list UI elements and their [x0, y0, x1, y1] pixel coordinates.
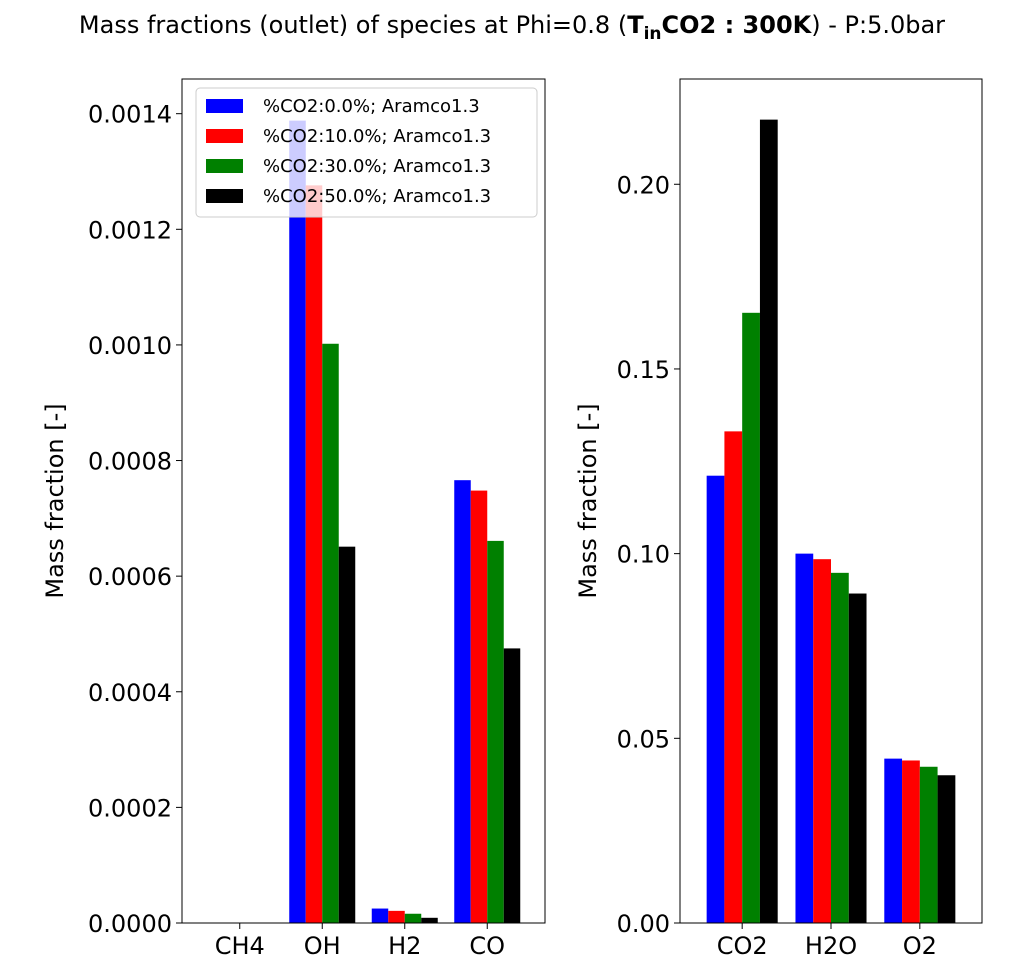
bar-co-series-3: [503, 648, 521, 923]
bar-oh-series-1: [305, 185, 323, 923]
bar-co-series-1: [470, 490, 488, 923]
bar-oh-series-0: [289, 120, 306, 924]
y-tick-label: 0.0002: [88, 794, 172, 822]
y-tick-label: 0.00: [617, 910, 670, 938]
bar-h2-series-2: [404, 913, 422, 923]
right-chart-panel: 0.00 0.05 0.10 0.15 0.20 CO2 H2O O2 Mass fractio…: [574, 78, 983, 960]
y-axis-label: Mass fraction [-]: [574, 403, 602, 598]
bar-co-series-2: [487, 540, 504, 923]
y-tick-label: 0.20: [617, 171, 670, 199]
legend-entry-label: %CO2:0.0%; Aramco1.3: [263, 96, 480, 117]
y-tick-label: 0.0004: [88, 679, 172, 707]
bar-co2-series-3: [759, 119, 778, 923]
bar-h2-series-0: [371, 908, 389, 923]
axes-frame: [181, 78, 546, 924]
bar-o2-series-0: [884, 758, 903, 923]
bar-co2-series-2: [742, 312, 760, 923]
x-tick-label-co: CO: [469, 932, 505, 960]
y-tick-label: 0.0012: [88, 216, 172, 244]
legend-swatch: [206, 159, 243, 173]
left-chart-panel: 0.0000 0.0002 0.0004 0.0006 0.0008 0.0010 0.00…: [41, 78, 546, 960]
x-tick-label-co2: CO2: [717, 932, 768, 960]
bar-co2-series-0: [706, 475, 725, 923]
y-tick-label: 0.0014: [88, 101, 172, 129]
y-tick-label: 0.0006: [88, 563, 172, 591]
bar-co-series-0: [454, 480, 471, 923]
y-tick-label: 0.15: [617, 356, 670, 384]
legend-swatch: [206, 189, 243, 203]
y-tick-label: 0.0008: [88, 448, 172, 476]
bar-h2o-series-3: [848, 593, 867, 923]
figure-title: Mass fractions (outlet) of species at Ph…: [79, 11, 945, 44]
bar-h2o-series-2: [831, 572, 849, 923]
x-tick-label-h2o: H2O: [805, 932, 857, 960]
bar-o2-series-2: [919, 766, 938, 923]
bar-h2-series-3: [421, 917, 438, 923]
bar-oh-series-2: [322, 343, 339, 923]
legend-swatch: [206, 99, 243, 113]
bar-co2-series-1: [724, 431, 743, 923]
legend: %CO2:0.0%; Aramco1.3 %CO2:10.0%; Aramco1.…: [195, 87, 538, 218]
legend-box: [195, 87, 538, 218]
y-axis-label: Mass fraction [-]: [41, 403, 69, 598]
y-tick-label: 0.05: [617, 725, 670, 753]
y-tick-label: 0.0010: [88, 332, 172, 360]
bar-o2-series-3: [937, 775, 956, 923]
bar-oh-series-3: [338, 546, 356, 923]
bar-h2o-series-1: [813, 559, 831, 923]
x-tick-label-o2: O2: [903, 932, 937, 960]
bar-o2-series-1: [902, 760, 920, 923]
y-tick-label: 0.10: [617, 541, 670, 569]
x-tick-label-ch4: CH4: [215, 932, 265, 960]
x-tick-label-h2: H2: [388, 932, 421, 960]
legend-entry-label: %CO2:50.0%; Aramco1.3: [263, 186, 491, 207]
legend-entry-label: %CO2:10.0%; Aramco1.3: [263, 126, 491, 147]
bar-h2-series-1: [388, 910, 405, 923]
x-tick-label-oh: OH: [304, 932, 341, 960]
y-tick-label: 0.0000: [88, 910, 172, 938]
legend-swatch: [206, 129, 243, 143]
bar-h2o-series-0: [795, 553, 814, 923]
legend-entry-label: %CO2:30.0%; Aramco1.3: [263, 156, 491, 177]
